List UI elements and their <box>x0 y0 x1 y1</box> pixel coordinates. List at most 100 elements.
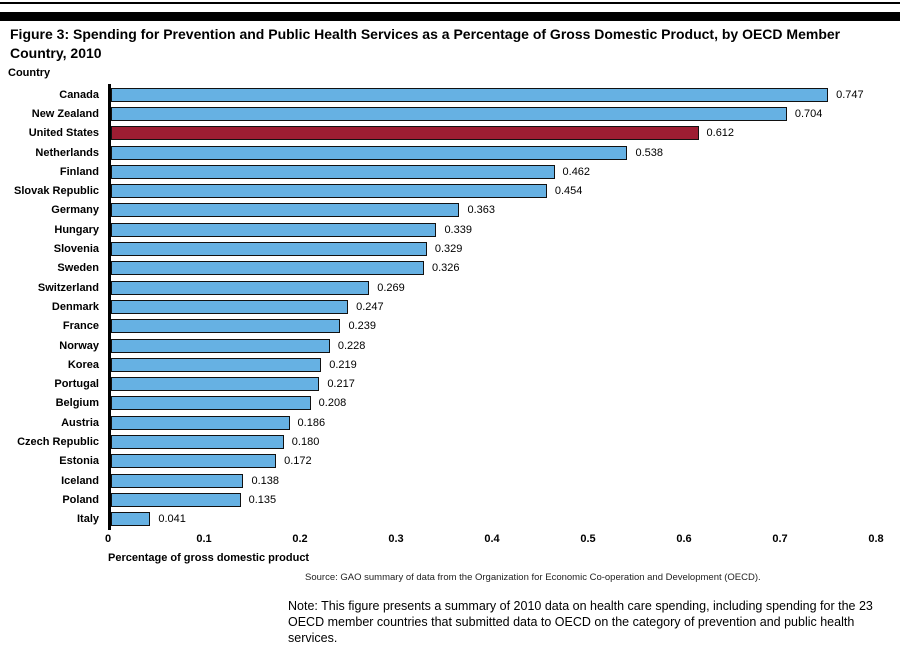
value-label: 0.612 <box>706 127 735 140</box>
bar-track: 0.247 <box>111 299 900 314</box>
bar-track: 0.612 <box>111 126 900 141</box>
bar-row: Norway 0.228 <box>0 336 900 355</box>
bar <box>111 299 349 314</box>
bar <box>111 184 547 199</box>
value-label: 0.228 <box>337 339 366 352</box>
country-label: Hungary <box>54 223 99 236</box>
bar-track: 0.135 <box>111 492 900 507</box>
country-label: Austria <box>61 416 99 429</box>
value-label: 0.186 <box>297 416 326 429</box>
value-label: 0.135 <box>248 493 277 506</box>
x-tick-label: 0.7 <box>772 533 788 545</box>
country-label: Germany <box>51 204 99 217</box>
bar-row: Poland 0.135 <box>0 490 900 509</box>
bar <box>111 492 241 507</box>
bar-track: 0.217 <box>111 377 900 392</box>
y-axis-line <box>108 84 111 530</box>
bar-track: 0.180 <box>111 434 900 449</box>
bar-track: 0.454 <box>111 184 900 199</box>
country-label: Estonia <box>59 455 99 468</box>
bar <box>111 203 460 218</box>
bar-row: Hungary 0.339 <box>0 220 900 239</box>
value-label: 0.172 <box>284 455 312 468</box>
bar <box>111 106 787 121</box>
value-label: 0.239 <box>348 320 376 333</box>
bar <box>111 242 427 257</box>
bar-row: Czech Republic 0.180 <box>0 432 900 451</box>
bar-row: Slovak Republic 0.454 <box>0 181 900 200</box>
bar-chart: Canada 0.747 New Zealand 0.704 United States… <box>0 84 900 530</box>
x-axis-ticks: 0 0.1 0.2 0.3 0.4 0.5 0.6 0.7 0.8 <box>104 533 884 547</box>
country-label: Korea <box>67 358 99 371</box>
x-tick-label: 0.1 <box>196 533 212 545</box>
bar-row: Iceland 0.138 <box>0 471 900 490</box>
country-label: Czech Republic <box>17 435 99 448</box>
value-label: 0.747 <box>836 88 864 101</box>
bar-track: 0.747 <box>111 87 900 102</box>
value-label: 0.180 <box>291 435 320 448</box>
value-label: 0.247 <box>356 300 384 313</box>
bar-rows: Canada 0.747 New Zealand 0.704 United States… <box>0 85 900 529</box>
bar-track: 0.329 <box>111 242 900 257</box>
bar-row: Finland 0.462 <box>0 162 900 181</box>
country-label: Finland <box>59 165 99 178</box>
bar-track: 0.269 <box>111 280 900 295</box>
bar-track: 0.363 <box>111 203 900 218</box>
value-label: 0.041 <box>158 513 186 526</box>
x-tick-label: 0.3 <box>388 533 404 545</box>
bar <box>111 280 370 295</box>
bar-row: Denmark 0.247 <box>0 297 900 316</box>
bar-track: 0.462 <box>111 164 900 179</box>
value-label: 0.704 <box>794 107 823 120</box>
bar-row: Portugal 0.217 <box>0 374 900 393</box>
x-tick-label: 0.2 <box>292 533 308 545</box>
country-label: Italy <box>76 513 99 526</box>
bar-row: Slovenia 0.329 <box>0 239 900 258</box>
bar <box>111 377 320 392</box>
country-label: Belgium <box>55 397 99 410</box>
note-text: Note: This figure presents a summary of … <box>288 599 873 645</box>
x-tick-label: 0 <box>104 533 112 545</box>
country-label: Netherlands <box>35 146 99 159</box>
bar-row: Germany 0.363 <box>0 201 900 220</box>
country-label: Poland <box>62 493 99 506</box>
bar-track: 0.138 <box>111 473 900 488</box>
bar-track: 0.326 <box>111 261 900 276</box>
bar-row: Switzerland 0.269 <box>0 278 900 297</box>
bar <box>111 357 322 372</box>
x-tick-label: 0.5 <box>580 533 596 545</box>
bar <box>111 454 277 469</box>
value-label: 0.339 <box>444 223 472 236</box>
value-label: 0.217 <box>327 378 355 391</box>
value-label: 0.538 <box>635 146 663 159</box>
x-tick-label: 0.4 <box>484 533 500 545</box>
value-label: 0.219 <box>329 358 357 371</box>
bar-row: Estonia 0.172 <box>0 452 900 471</box>
bar <box>111 319 341 334</box>
bar <box>111 261 424 276</box>
x-axis-title: Percentage of gross domestic product <box>108 552 310 564</box>
bar-row: Canada 0.747 <box>0 85 900 104</box>
bar <box>111 222 437 237</box>
country-label: United States <box>28 127 99 140</box>
bar-row: United States 0.612 <box>0 124 900 143</box>
bar <box>111 473 244 488</box>
bar-track: 0.339 <box>111 222 900 237</box>
bar-row: Korea 0.219 <box>0 355 900 374</box>
bar-row: Belgium 0.208 <box>0 394 900 413</box>
value-label: 0.462 <box>562 165 591 178</box>
bar <box>111 434 284 449</box>
x-tick-label: 0.6 <box>676 533 692 545</box>
bar <box>111 338 330 353</box>
figure-title: Figure 3: Spending for Prevention and Pu… <box>10 26 841 62</box>
country-label: Norway <box>59 339 99 352</box>
value-label: 0.138 <box>251 474 279 487</box>
bar-track: 0.172 <box>111 454 900 469</box>
bar-track: 0.041 <box>111 512 900 527</box>
top-black-band <box>0 12 900 21</box>
bar <box>111 87 829 102</box>
bar-track: 0.219 <box>111 357 900 372</box>
bar <box>111 415 290 430</box>
bar-track: 0.208 <box>111 396 900 411</box>
